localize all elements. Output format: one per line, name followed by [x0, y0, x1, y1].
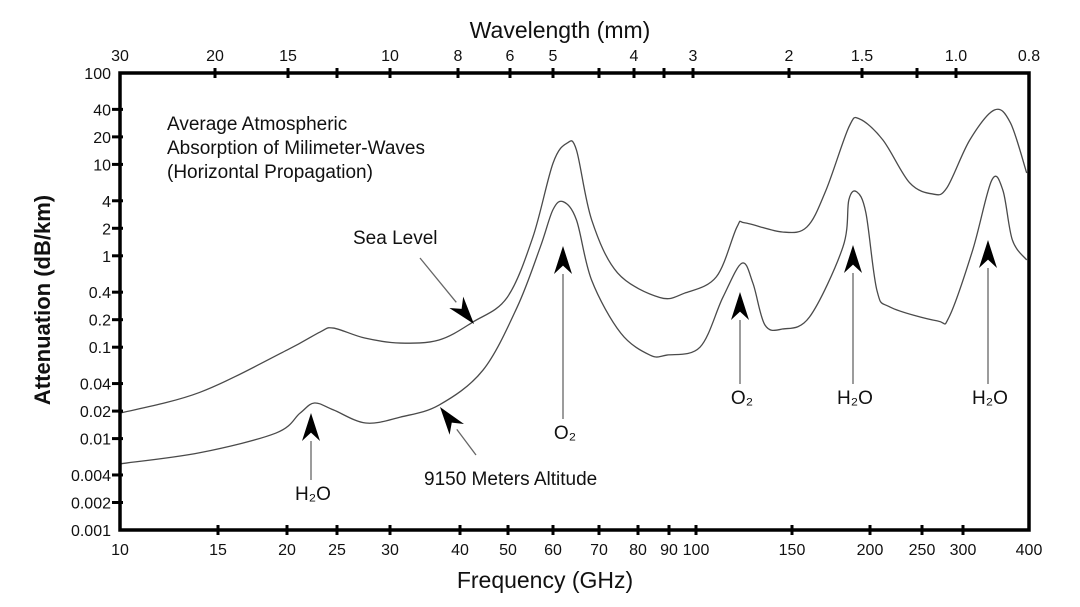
x-tick-label: 250 — [909, 542, 936, 559]
absorption-arrow — [979, 240, 997, 384]
chart-title-line-1: Average Atmospheric — [167, 114, 347, 135]
x-axis-title: Frequency (GHz) — [457, 567, 633, 593]
arrow-head-icon — [731, 292, 749, 320]
y-tick-label: 40 — [93, 102, 111, 119]
absorption-line-label: O₂ — [731, 388, 753, 409]
arrow-head-icon — [302, 413, 320, 441]
absorption-line-label: H₂O — [837, 388, 873, 409]
arrow-head-icon — [440, 407, 464, 435]
x-tick-label: 150 — [779, 542, 806, 559]
y-tick-label: 4 — [102, 194, 111, 211]
altitude-arrow — [440, 407, 477, 456]
chart-title-line-3: (Horizontal Propagation) — [167, 162, 373, 183]
top-tick-label: 5 — [549, 48, 558, 65]
y-tick-label: 0.04 — [80, 377, 111, 394]
arrow-head-icon — [554, 246, 572, 274]
sea-level-curve — [119, 108, 1028, 414]
x-tick-label: 80 — [629, 542, 647, 559]
sea-level-arrow — [419, 257, 474, 324]
chart-title-line-2: Absorption of Milimeter-Waves — [167, 138, 425, 159]
chart-title-block: Average Atmospheric Absorption of Milime… — [167, 114, 425, 183]
y-tick-label: 10 — [93, 157, 111, 174]
top-tick-label: 1.0 — [945, 48, 967, 65]
x-tick-label: 10 — [111, 542, 129, 559]
top-tick-label: 8 — [454, 48, 463, 65]
top-tick-label: 20 — [206, 48, 224, 65]
arrow-head-icon — [449, 296, 474, 324]
axes-layer — [118, 71, 1031, 532]
ticks-layer: 10 15 20 25 30 40 50 60 70 80 90 100 150 200 250 300 400… — [71, 48, 1042, 559]
annotations-layer: Sea Level 9150 Meters Altitude H₂O O₂ O₂ H₂O H… — [295, 228, 1008, 505]
absorption-line-label: H₂O — [972, 388, 1008, 409]
top-tick-label: 30 — [111, 48, 129, 65]
top-axis-title: Wavelength (mm) — [470, 17, 651, 43]
x-tick-label: 20 — [278, 542, 296, 559]
y-tick-label: 0.001 — [71, 523, 111, 540]
x-tick-label: 60 — [544, 542, 562, 559]
y-tick-label: 0.2 — [89, 313, 111, 330]
y-tick-label: 0.002 — [71, 495, 111, 512]
curves-layer — [119, 108, 1028, 465]
absorption-arrow — [844, 245, 862, 384]
y-tick-label: 0.01 — [80, 432, 111, 449]
altitude-9150m-curve — [119, 175, 1028, 465]
y-tick-label: 1 — [102, 249, 111, 266]
x-tick-label: 100 — [683, 542, 710, 559]
absorption-arrow — [302, 413, 320, 480]
arrow-head-icon — [979, 240, 997, 268]
y-tick-label: 0.1 — [89, 340, 111, 357]
y-axis-title: Attenuation (dB/km) — [30, 195, 55, 405]
x-tick-label: 200 — [857, 542, 884, 559]
top-tick-label: 15 — [279, 48, 297, 65]
altitude-label: 9150 Meters Altitude — [424, 469, 597, 490]
arrow-head-icon — [844, 245, 862, 273]
top-tick-label: 1.5 — [851, 48, 873, 65]
y-tick-label: 0.004 — [71, 468, 111, 485]
y-tick-label: 0.4 — [89, 285, 111, 302]
x-tick-label: 70 — [590, 542, 608, 559]
x-tick-label: 15 — [209, 542, 227, 559]
x-tick-label: 50 — [499, 542, 517, 559]
top-tick-label: 3 — [689, 48, 698, 65]
absorption-line-label: O₂ — [554, 423, 576, 444]
top-tick-label: 0.8 — [1018, 48, 1040, 65]
x-tick-label: 40 — [451, 542, 469, 559]
x-tick-label: 25 — [328, 542, 346, 559]
top-tick-label: 4 — [630, 48, 639, 65]
y-tick-label: 100 — [84, 66, 111, 83]
top-tick-label: 10 — [381, 48, 399, 65]
top-tick-label: 6 — [506, 48, 515, 65]
top-tick-label: 2 — [785, 48, 794, 65]
y-tick-label: 20 — [93, 130, 111, 147]
absorption-arrow — [554, 246, 572, 419]
x-tick-label: 300 — [950, 542, 977, 559]
plot-frame — [118, 71, 1031, 532]
x-tick-label: 400 — [1016, 542, 1043, 559]
x-tick-label: 30 — [381, 542, 399, 559]
y-tick-label: 2 — [102, 221, 111, 238]
absorption-arrow — [731, 292, 749, 384]
sea-level-label: Sea Level — [353, 228, 438, 249]
x-tick-label: 90 — [660, 542, 678, 559]
y-tick-label: 0.02 — [80, 404, 111, 421]
absorption-line-label: H₂O — [295, 484, 331, 505]
